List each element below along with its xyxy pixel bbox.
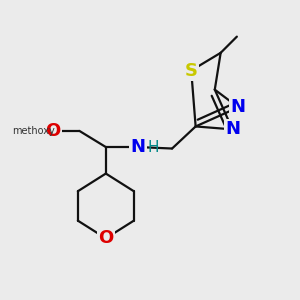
Text: H: H bbox=[147, 140, 159, 154]
Text: O: O bbox=[98, 229, 113, 247]
Text: N: N bbox=[131, 138, 146, 156]
Text: N: N bbox=[225, 120, 240, 138]
Text: N: N bbox=[231, 98, 246, 116]
Text: S: S bbox=[185, 61, 198, 80]
Text: methoxy: methoxy bbox=[12, 126, 55, 136]
Text: O: O bbox=[45, 122, 61, 140]
